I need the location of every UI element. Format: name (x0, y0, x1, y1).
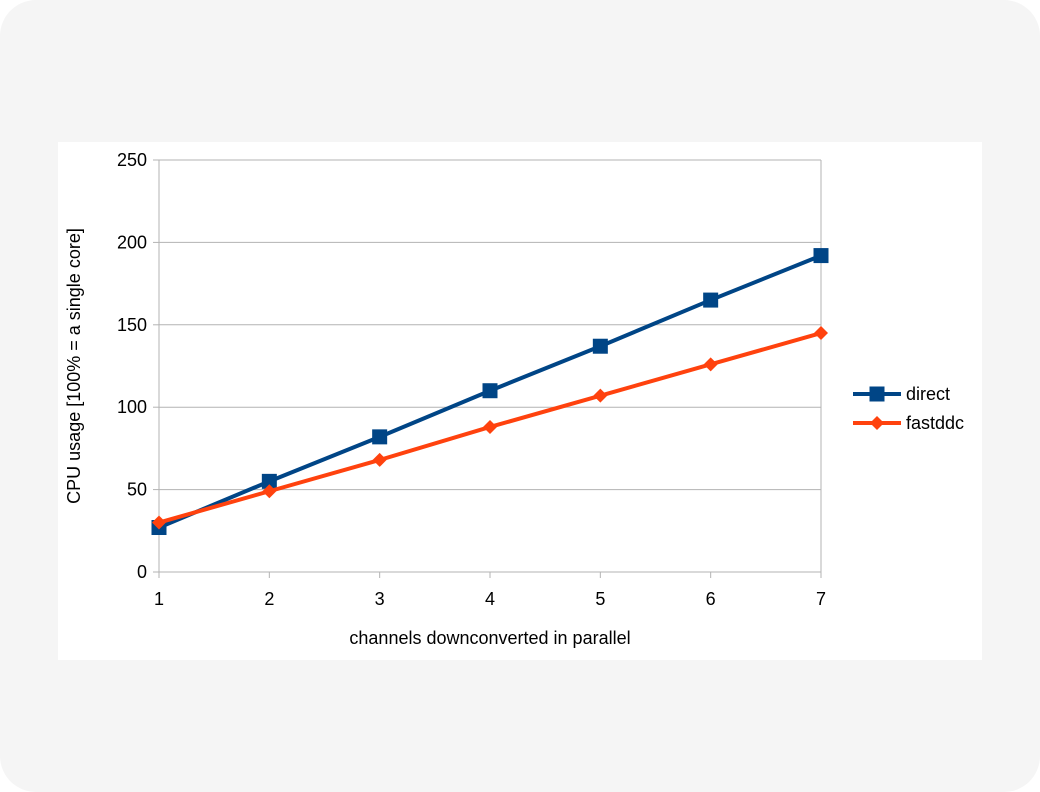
data-point-direct (482, 383, 498, 399)
legend-label: direct (906, 384, 950, 404)
line-chart: 0 50 100 150 200 250 1 2 3 4 5 6 7 channels downconv… (64, 150, 964, 648)
x-tick-label: 3 (375, 589, 385, 609)
data-point-fastddc (152, 515, 166, 530)
x-tick-label: 4 (485, 589, 495, 609)
chart-panel: 0 50 100 150 200 250 1 2 3 4 5 6 7 channels downconv… (58, 142, 982, 660)
x-axis-label: channels downconverted in parallel (349, 628, 630, 648)
data-point-direct (372, 429, 388, 445)
data-point-fastddc (703, 357, 718, 372)
grid-layer (159, 159, 821, 573)
x-tick-label: 2 (264, 589, 274, 609)
x-tick-label: 7 (816, 589, 826, 609)
legend-entry-direct: direct (853, 384, 950, 404)
y-tick-label: 250 (117, 150, 147, 170)
x-tick-label: 5 (595, 589, 605, 609)
y-tick-label: 200 (117, 232, 147, 252)
x-tick-label: 6 (706, 589, 716, 609)
data-point-direct (703, 292, 719, 308)
y-tick-label: 50 (127, 480, 147, 500)
data-point-fastddc (483, 419, 497, 434)
y-axis-label: CPU usage [100% = a single core] (64, 228, 84, 504)
data-point-fastddc (372, 452, 387, 467)
data-point-fastddc (262, 484, 277, 499)
data-point-fastddc (593, 388, 608, 403)
x-tick-label: 1 (154, 589, 164, 609)
data-point-direct (261, 473, 277, 489)
legend-entry-fastddc: fastddc (853, 413, 964, 433)
y-tick-label: 100 (117, 397, 147, 417)
legend-marker (870, 416, 884, 430)
data-point-direct (813, 248, 829, 264)
data-point-direct (592, 338, 608, 354)
series-layer (151, 248, 829, 536)
legend-marker (869, 386, 885, 402)
axis-layer: 0 50 100 150 200 250 1 2 3 4 5 6 7 (117, 150, 826, 609)
legend-label: fastddc (906, 413, 964, 433)
data-point-fastddc (814, 326, 828, 341)
y-tick-label: 150 (117, 315, 147, 335)
y-tick-label: 0 (137, 562, 147, 582)
legend: direct fastddc (853, 384, 964, 433)
